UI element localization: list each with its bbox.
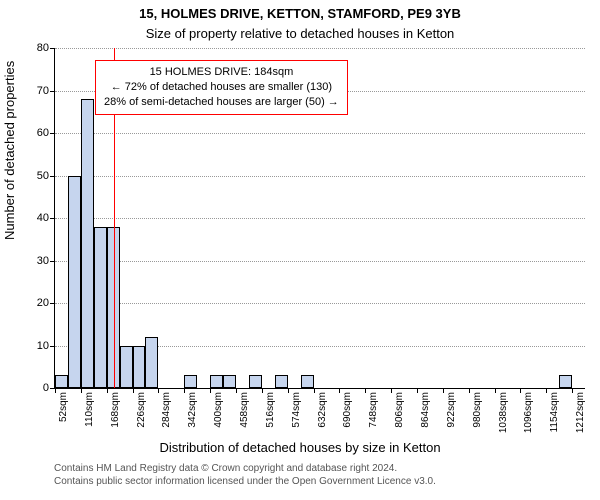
xtick-label: 632sqm <box>317 392 328 428</box>
footer: Contains HM Land Registry data © Crown c… <box>54 462 436 488</box>
xtick-mark <box>81 388 82 393</box>
histogram-bar <box>301 375 314 388</box>
ytick-mark <box>50 218 55 219</box>
xtick-mark <box>391 388 392 393</box>
footer-line1: Contains HM Land Registry data © Crown c… <box>54 462 436 475</box>
xtick-label: 284sqm <box>161 392 172 428</box>
xtick-label: 922sqm <box>446 392 457 428</box>
ytick-mark <box>50 176 55 177</box>
ytick-label: 10 <box>37 340 49 352</box>
ytick-label: 60 <box>37 127 49 139</box>
ytick-label: 20 <box>37 297 49 309</box>
xtick-label: 342sqm <box>187 392 198 428</box>
xtick-mark <box>314 388 315 393</box>
ytick-label: 70 <box>37 85 49 97</box>
xtick-label: 400sqm <box>213 392 224 428</box>
xtick-label: 110sqm <box>84 392 95 427</box>
xtick-label: 1212sqm <box>575 392 586 433</box>
xtick-mark <box>55 388 56 393</box>
xtick-mark <box>133 388 134 393</box>
xtick-label: 806sqm <box>394 392 405 428</box>
histogram-bar <box>184 375 197 388</box>
chart-subtitle: Size of property relative to detached ho… <box>0 26 600 41</box>
ytick-mark <box>50 133 55 134</box>
x-axis-label: Distribution of detached houses by size … <box>0 440 600 455</box>
xtick-label: 1154sqm <box>549 392 560 432</box>
figure: 15, HOLMES DRIVE, KETTON, STAMFORD, PE9 … <box>0 0 600 500</box>
ytick-mark <box>50 261 55 262</box>
histogram-bar <box>210 375 223 388</box>
histogram-bar <box>559 375 572 388</box>
footer-line2: Contains public sector information licen… <box>54 475 436 488</box>
ytick-label: 80 <box>37 42 49 54</box>
xtick-label: 226sqm <box>136 392 147 428</box>
xtick-mark <box>107 388 108 393</box>
xtick-mark <box>262 388 263 393</box>
histogram-bar <box>94 227 107 389</box>
grid-line <box>55 133 585 134</box>
xtick-mark <box>469 388 470 393</box>
xtick-label: 1096sqm <box>523 392 534 433</box>
grid-line <box>55 218 585 219</box>
xtick-mark <box>236 388 237 393</box>
xtick-mark <box>365 388 366 393</box>
xtick-label: 516sqm <box>265 392 276 428</box>
annotation-box: 15 HOLMES DRIVE: 184sqm ← 72% of detache… <box>95 60 348 115</box>
xtick-label: 52sqm <box>58 392 69 422</box>
xtick-label: 458sqm <box>239 392 250 428</box>
xtick-mark <box>158 388 159 393</box>
xtick-label: 980sqm <box>472 392 483 428</box>
ytick-mark <box>50 91 55 92</box>
y-axis-label: Number of detached properties <box>2 61 17 240</box>
ytick-mark <box>50 48 55 49</box>
xtick-label: 748sqm <box>368 392 379 428</box>
histogram-bar <box>223 375 236 388</box>
xtick-mark <box>443 388 444 393</box>
ytick-mark <box>50 346 55 347</box>
xtick-label: 690sqm <box>342 392 353 428</box>
plot-area: 0102030405060708052sqm110sqm168sqm226sqm… <box>54 48 585 389</box>
histogram-bar <box>133 346 146 389</box>
annotation-line2: ← 72% of detached houses are smaller (13… <box>104 80 339 95</box>
xtick-mark <box>520 388 521 393</box>
xtick-label: 574sqm <box>291 392 302 428</box>
xtick-mark <box>184 388 185 393</box>
histogram-bar <box>275 375 288 388</box>
histogram-bar <box>55 375 68 388</box>
xtick-mark <box>210 388 211 393</box>
ytick-label: 50 <box>37 170 49 182</box>
ytick-label: 30 <box>37 255 49 267</box>
histogram-bar <box>81 99 94 388</box>
xtick-label: 168sqm <box>110 392 121 428</box>
annotation-line3: 28% of semi-detached houses are larger (… <box>104 95 339 110</box>
xtick-mark <box>546 388 547 393</box>
xtick-mark <box>288 388 289 393</box>
grid-line <box>55 48 585 49</box>
xtick-mark <box>572 388 573 393</box>
ytick-mark <box>50 303 55 304</box>
histogram-bar <box>120 346 133 389</box>
xtick-mark <box>339 388 340 393</box>
histogram-bar <box>68 176 81 389</box>
annotation-line1: 15 HOLMES DRIVE: 184sqm <box>104 65 339 80</box>
ytick-label: 40 <box>37 212 49 224</box>
xtick-label: 864sqm <box>420 392 431 428</box>
grid-line <box>55 176 585 177</box>
grid-line <box>55 303 585 304</box>
xtick-label: 1038sqm <box>498 392 509 433</box>
histogram-bar <box>249 375 262 388</box>
histogram-bar <box>145 337 158 388</box>
ytick-label: 0 <box>43 382 49 394</box>
xtick-mark <box>417 388 418 393</box>
chart-title: 15, HOLMES DRIVE, KETTON, STAMFORD, PE9 … <box>0 6 600 21</box>
grid-line <box>55 261 585 262</box>
xtick-mark <box>495 388 496 393</box>
